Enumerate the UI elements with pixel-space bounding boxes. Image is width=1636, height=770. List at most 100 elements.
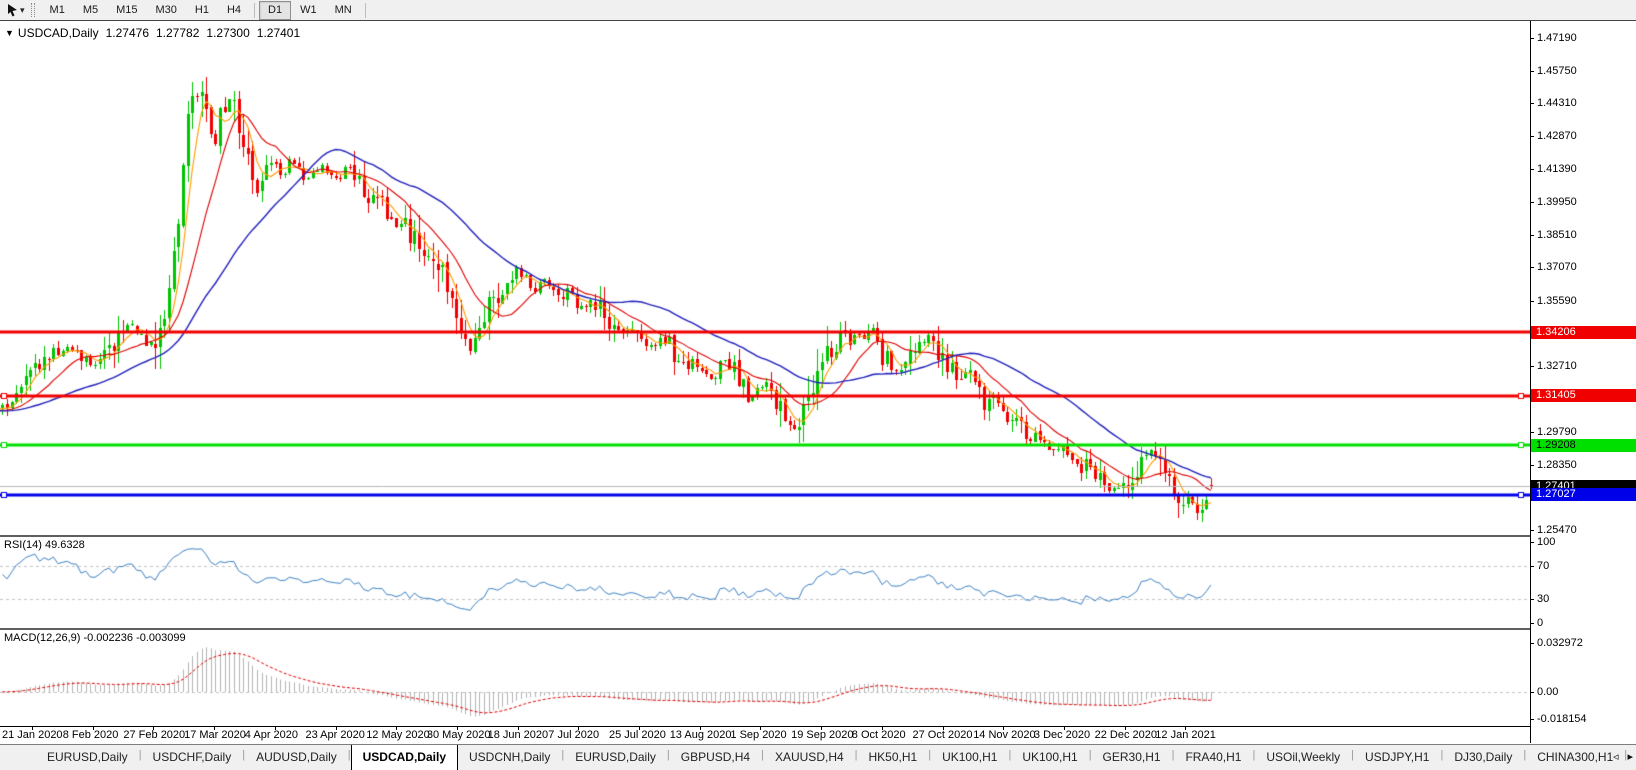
toolbar-grip[interactable] <box>30 3 35 17</box>
macd-pane-splitter[interactable] <box>0 628 1530 630</box>
macd-pane-canvas[interactable] <box>0 630 1530 726</box>
date-tick-mark <box>1003 726 1005 730</box>
chart-tab-uk100-h1[interactable]: UK100,H1 <box>942 750 998 764</box>
chart-tab-gbpusd-h4[interactable]: GBPUSD,H4 <box>680 750 751 764</box>
chart-title: ▼ USDCAD,Daily 1.27476 1.27782 1.27300 1… <box>5 26 300 40</box>
chart-tab-eurusd-daily[interactable]: EURUSD,Daily <box>47 750 128 764</box>
tab-scroll-right-icon[interactable]: ▸ <box>1627 751 1633 763</box>
tab-scroll-left-icon[interactable]: ◃ <box>1612 751 1619 763</box>
chart-tab-eurusd-daily[interactable]: EURUSD,Daily <box>575 750 656 764</box>
ohlc-high: 1.27782 <box>156 26 200 40</box>
price-tick-mark <box>1530 169 1534 171</box>
date-tick-label: 25 Jul 2020 <box>609 729 666 741</box>
tab-scroll-arrows: ◃ ▸ <box>1613 750 1633 763</box>
tab-separator: | <box>1171 749 1175 761</box>
tab-separator: | <box>242 749 246 761</box>
tab-separator: | <box>1351 749 1354 761</box>
price-line-label: 1.29208 <box>1531 438 1636 452</box>
price-tick-mark <box>1530 202 1534 203</box>
price-tick-mark <box>1530 300 1534 302</box>
chart-window: ▼ USDCAD,Daily 1.27476 1.27782 1.27300 1… <box>0 21 1636 744</box>
chart-tab-usdchf-daily[interactable]: USDCHF,Daily <box>152 750 232 764</box>
rsi-tick-mark <box>1530 598 1534 600</box>
date-tick-label: 22 Dec 2020 <box>1094 729 1157 741</box>
price-tick-label: 1.45750 <box>1537 64 1577 77</box>
date-tick-label: 17 Mar 2020 <box>184 729 246 741</box>
tab-separator: | <box>666 749 670 761</box>
chart-tab-hk50-h1[interactable]: HK50,H1 <box>868 750 918 764</box>
date-tick-label: 30 May 2020 <box>426 729 491 741</box>
tab-separator: | <box>561 749 565 761</box>
timeframe-button-m1[interactable]: M1 <box>49 4 65 16</box>
price-tick-mark <box>1530 234 1534 236</box>
rsi-scale-label: 70 <box>1537 560 1550 573</box>
date-tick-mark <box>153 726 155 730</box>
price-tick-label: 1.29790 <box>1537 426 1577 439</box>
price-tick-mark <box>1530 70 1534 72</box>
date-tick-label: 3 Dec 2020 <box>1033 729 1091 741</box>
chevron-down-icon[interactable]: ▾ <box>20 4 25 15</box>
tab-separator: | <box>854 749 858 761</box>
price-tick-label: 1.42870 <box>1537 129 1577 142</box>
date-tick-label: 12 Jan 2021 <box>1155 729 1216 741</box>
timeframe-button-h4[interactable]: H4 <box>226 4 242 16</box>
price-chart-canvas[interactable] <box>0 22 1530 535</box>
date-tick-mark <box>1063 726 1065 730</box>
date-tick-label: 23 Apr 2020 <box>305 729 365 741</box>
chart-tab-dj30-daily[interactable]: DJ30,Daily <box>1454 750 1513 764</box>
date-tick-label: 18 Jun 2020 <box>487 729 549 741</box>
chart-tab-ger30-h1[interactable]: GER30,H1 <box>1102 750 1161 764</box>
price-tick-label: 1.32710 <box>1537 360 1577 372</box>
date-tick-mark <box>639 726 640 730</box>
date-tick-label: 14 Nov 2020 <box>973 729 1036 741</box>
date-tick-mark <box>760 726 762 730</box>
date-tick-mark <box>881 726 883 730</box>
chart-tab-usoil-weekly[interactable]: USOil,Weekly <box>1266 750 1341 764</box>
date-tick-mark <box>396 726 398 730</box>
price-tick-mark <box>1530 464 1534 466</box>
timeframe-button-d1[interactable]: D1 <box>259 0 292 20</box>
date-tick-label: 13 Aug 2020 <box>669 729 732 741</box>
price-tick-label: 1.37070 <box>1537 261 1577 274</box>
tab-separator: | <box>1624 749 1628 761</box>
date-tick-label: 21 Jan 2020 <box>2 729 63 741</box>
timeframe-button-w1[interactable]: W1 <box>300 4 317 16</box>
price-tick-label: 1.35590 <box>1537 294 1577 307</box>
chart-tab-bar: EURUSD,Daily | USDCHF,Daily | AUDUSD,Daily | U… <box>0 744 1636 770</box>
date-tick-mark <box>335 726 337 730</box>
chart-tab-audusd-daily[interactable]: AUDUSD,Daily <box>256 750 337 764</box>
timeframe-buttons: M1 M5 M15 M30 H1 H4 D1 W1 MN <box>41 0 370 21</box>
chart-tab-usdjpy-h1[interactable]: USDJPY,H1 <box>1364 750 1430 764</box>
chart-tab-china300-h1[interactable]: CHINA300,H1 <box>1537 750 1614 764</box>
chart-tab-usdcnh-daily[interactable]: USDCNH,Daily <box>469 750 551 764</box>
price-tick-mark <box>1530 103 1534 105</box>
chart-tab-uk100-h1[interactable]: UK100,H1 <box>1022 750 1078 764</box>
collapse-triangle-icon[interactable]: ▼ <box>5 28 14 38</box>
tab-separator: | <box>138 749 142 761</box>
date-tick-mark <box>821 726 823 730</box>
timeframe-button-m15[interactable]: M15 <box>116 4 138 16</box>
cursor-tool-button[interactable]: ▾ <box>4 1 27 19</box>
timeframe-button-mn[interactable]: MN <box>334 4 352 16</box>
date-tick-label: 19 Sep 2020 <box>791 729 854 741</box>
macd-indicator-label: MACD(12,26,9) -0.002236 -0.003099 <box>4 632 186 644</box>
chart-tab-usdcad-daily[interactable]: USDCAD,Daily <box>350 745 458 770</box>
rsi-pane-canvas[interactable] <box>0 537 1530 628</box>
tab-separator: | <box>347 749 351 761</box>
price-line-label: 1.31405 <box>1531 389 1636 403</box>
price-tick-mark <box>1530 366 1534 367</box>
timeframe-toolbar: ▾ M1 M5 M15 M30 H1 H4 D1 W1 MN <box>0 0 1636 21</box>
date-tick-mark <box>517 726 519 730</box>
timeframe-button-h1[interactable]: H1 <box>194 4 209 16</box>
price-tick-mark <box>1530 135 1534 137</box>
chart-tab-xauusd-h4[interactable]: XAUUSD,H4 <box>774 750 844 764</box>
price-tick-label: 1.25470 <box>1537 524 1577 536</box>
timeframe-button-m30[interactable]: M30 <box>155 4 177 16</box>
rsi-pane-splitter[interactable] <box>0 535 1530 537</box>
price-tick-mark <box>1530 530 1534 531</box>
tab-separator: | <box>761 749 764 761</box>
chart-tab-fra40-h1[interactable]: FRA40,H1 <box>1185 750 1242 764</box>
timeframe-button-m5[interactable]: M5 <box>82 4 99 16</box>
rsi-indicator-label: RSI(14) 49.6328 <box>4 539 85 551</box>
rsi-scale-label: 30 <box>1537 592 1550 605</box>
